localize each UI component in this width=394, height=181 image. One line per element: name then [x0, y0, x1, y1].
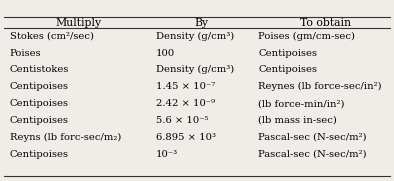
- Text: 100: 100: [156, 49, 175, 58]
- Text: Multiply: Multiply: [56, 18, 102, 28]
- Text: Poises: Poises: [10, 49, 41, 58]
- Text: 1.45 × 10⁻⁷: 1.45 × 10⁻⁷: [156, 82, 215, 91]
- Text: 5.6 × 10⁻⁵: 5.6 × 10⁻⁵: [156, 116, 208, 125]
- Text: Density (g/cm³): Density (g/cm³): [156, 65, 234, 74]
- Text: Stokes (cm²/sec): Stokes (cm²/sec): [10, 32, 94, 41]
- Text: Poises (gm/cm-sec): Poises (gm/cm-sec): [258, 32, 355, 41]
- Text: Reyns (lb forc-sec/m₂): Reyns (lb forc-sec/m₂): [10, 133, 121, 142]
- Text: (lb force-min/in²): (lb force-min/in²): [258, 99, 345, 108]
- Text: Centistokes: Centistokes: [10, 65, 69, 74]
- Text: By: By: [194, 18, 208, 28]
- Text: Centipoises: Centipoises: [258, 65, 317, 74]
- Text: Centipoises: Centipoises: [10, 150, 69, 159]
- Text: To obtain: To obtain: [299, 18, 351, 28]
- Text: Centipoises: Centipoises: [10, 116, 69, 125]
- Text: Pascal-sec (N-sec/m²): Pascal-sec (N-sec/m²): [258, 150, 367, 159]
- Text: Centipoises: Centipoises: [10, 82, 69, 91]
- Text: 2.42 × 10⁻⁹: 2.42 × 10⁻⁹: [156, 99, 215, 108]
- Text: 10⁻³: 10⁻³: [156, 150, 178, 159]
- Text: Reynes (lb force-sec/in²): Reynes (lb force-sec/in²): [258, 82, 382, 91]
- Text: (lb mass in-sec): (lb mass in-sec): [258, 116, 337, 125]
- Text: 6.895 × 10³: 6.895 × 10³: [156, 133, 216, 142]
- Text: Pascal-sec (N-sec/m²): Pascal-sec (N-sec/m²): [258, 133, 367, 142]
- Text: Centipoises: Centipoises: [258, 49, 317, 58]
- Text: Centipoises: Centipoises: [10, 99, 69, 108]
- Text: Density (g/cm³): Density (g/cm³): [156, 32, 234, 41]
